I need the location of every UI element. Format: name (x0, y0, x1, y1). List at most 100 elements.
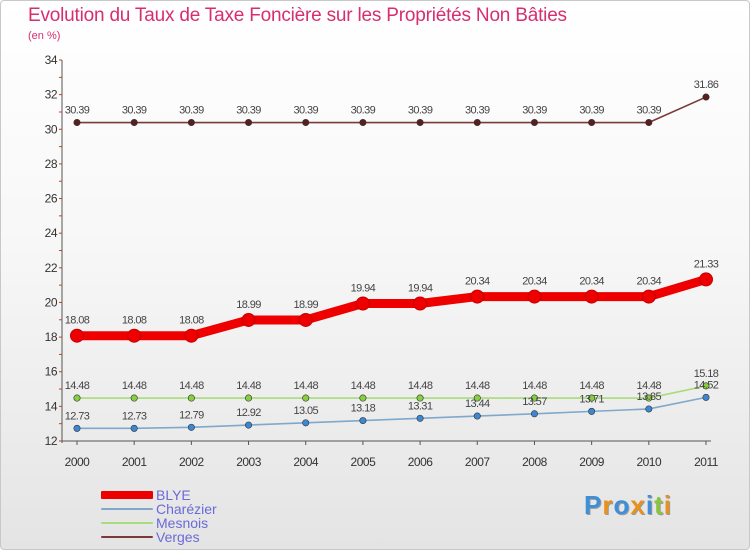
data-point-verges (187, 119, 195, 127)
data-point-verges (645, 119, 653, 127)
legend-item-charezier: Charézier (101, 502, 301, 517)
data-label-verges: 30.39 (351, 105, 376, 117)
y-tick-label: 30 (45, 122, 58, 136)
chart-title: Evolution du Taux de Taxe Foncière sur l… (28, 5, 567, 26)
data-label-mesnois: 14.48 (408, 380, 433, 392)
data-point-charezier (645, 405, 653, 413)
data-point-verges (73, 119, 81, 127)
legend-swatch-verges (101, 536, 153, 538)
data-point-charezier (187, 423, 195, 431)
data-point-mesnois (302, 394, 310, 402)
data-point-mesnois (645, 394, 653, 402)
y-tick-label: 12 (45, 434, 58, 448)
legend-item-blye: BLYE (101, 488, 301, 503)
data-label-charezier: 12.79 (179, 409, 204, 421)
data-label-mesnois: 14.48 (293, 380, 318, 392)
data-point-verges (473, 119, 481, 127)
legend-swatch-mesnois (101, 522, 153, 524)
data-label-mesnois: 14.48 (465, 380, 490, 392)
y-tick-label: 16 (45, 365, 58, 379)
x-tick-label: 2001 (122, 455, 148, 469)
data-point-mesnois (473, 394, 481, 402)
data-label-mesnois: 14.48 (351, 380, 376, 392)
data-label-blye: 20.34 (579, 276, 604, 288)
data-point-charezier (73, 424, 81, 432)
data-point-blye (527, 289, 542, 304)
data-label-verges: 30.39 (293, 105, 318, 117)
data-point-mesnois (73, 394, 81, 402)
data-point-mesnois (187, 394, 195, 402)
y-tick-label: 24 (45, 226, 58, 240)
legend-item-verges: Verges (101, 530, 301, 545)
logo-letter: i (645, 490, 655, 520)
data-label-charezier: 13.18 (351, 403, 376, 415)
legend-label-blye: BLYE (156, 487, 191, 503)
data-point-verges (530, 119, 538, 127)
y-tick-label: 26 (45, 192, 58, 206)
data-label-verges: 30.39 (465, 105, 490, 117)
logo-letter: o (613, 490, 631, 520)
data-label-charezier: 12.73 (65, 410, 90, 422)
logo-letter: r (602, 490, 614, 520)
proxiti-logo: Proxiti (584, 490, 672, 521)
data-label-charezier: 13.85 (637, 391, 662, 403)
data-point-verges (302, 119, 310, 127)
data-label-blye: 20.34 (637, 276, 662, 288)
data-point-verges (359, 119, 367, 127)
unit-label: (en %) (28, 30, 61, 42)
data-point-verges (588, 119, 596, 127)
data-point-blye (70, 328, 84, 343)
y-tick-label: 28 (45, 157, 58, 171)
data-point-blye (470, 289, 485, 304)
x-tick-label: 2011 (694, 455, 719, 469)
data-label-blye: 18.08 (122, 315, 147, 327)
data-label-verges: 30.39 (236, 105, 261, 117)
y-tick-label: 14 (45, 399, 58, 413)
data-label-verges: 30.39 (408, 105, 433, 117)
data-label-blye: 19.94 (351, 282, 376, 294)
y-tick-label: 34 (45, 53, 58, 67)
y-tick-label: 20 (45, 295, 58, 309)
data-label-charezier: 13.31 (408, 400, 433, 412)
data-label-charezier: 14.52 (694, 379, 719, 391)
logo-letter: P (584, 490, 603, 520)
data-label-verges: 30.39 (122, 105, 147, 117)
y-tick-label: 18 (45, 330, 58, 344)
data-point-blye (298, 312, 313, 327)
data-label-mesnois: 14.48 (579, 380, 604, 392)
data-point-mesnois (588, 394, 596, 402)
data-label-blye: 20.34 (522, 276, 547, 288)
x-tick-label: 2004 (293, 455, 319, 469)
x-tick-label: 2005 (351, 455, 377, 469)
data-label-verges: 30.39 (65, 105, 90, 117)
data-label-mesnois: 14.48 (236, 380, 261, 392)
data-label-mesnois: 14.48 (179, 380, 204, 392)
data-point-verges (702, 93, 710, 101)
data-point-verges (130, 119, 138, 127)
data-label-blye: 21.33 (694, 258, 719, 270)
data-label-charezier: 12.73 (122, 410, 147, 422)
y-tick-label: 32 (45, 88, 58, 102)
data-point-charezier (702, 393, 710, 401)
data-point-mesnois (130, 394, 138, 402)
x-tick-label: 2002 (179, 455, 205, 469)
data-labels: 30.39 30.39 30.39 30.39 30.39 30.39 30.39 30.39… (65, 79, 720, 422)
data-point-blye (699, 272, 713, 287)
legend-swatch-charezier (101, 508, 153, 510)
data-point-blye (355, 296, 370, 311)
legend-swatch-blye (101, 491, 153, 499)
data-point-charezier (416, 414, 424, 422)
logo-letter: t (654, 490, 664, 520)
x-tick-label: 2008 (522, 455, 548, 469)
data-label-mesnois: 14.48 (522, 380, 547, 392)
data-label-verges: 31.86 (694, 79, 719, 91)
data-point-blye (127, 328, 142, 343)
y-tick-label: 22 (45, 261, 58, 275)
series-line-verges (77, 96, 707, 124)
data-label-verges: 30.39 (179, 105, 204, 117)
data-label-charezier: 13.05 (293, 405, 318, 417)
data-label-mesnois: 14.48 (637, 380, 662, 392)
data-point-verges (416, 119, 424, 127)
